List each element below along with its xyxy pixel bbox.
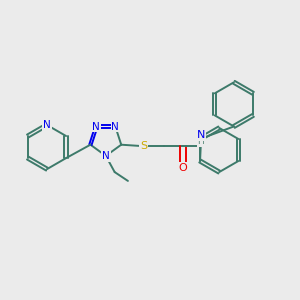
Text: N: N xyxy=(196,130,205,140)
Text: N: N xyxy=(43,120,51,130)
Text: N: N xyxy=(102,151,110,161)
Text: N: N xyxy=(112,122,119,132)
Text: H: H xyxy=(197,137,204,146)
Text: N: N xyxy=(92,122,100,132)
Text: O: O xyxy=(179,163,188,173)
Text: S: S xyxy=(140,141,147,151)
